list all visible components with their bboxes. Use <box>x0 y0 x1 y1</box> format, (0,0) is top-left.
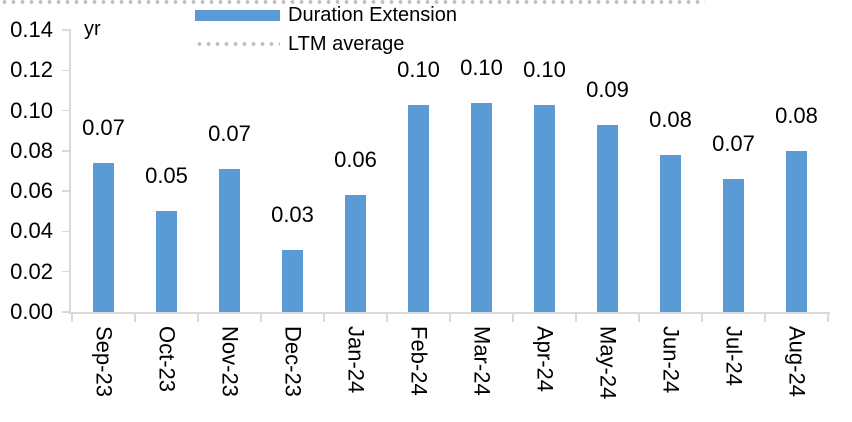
x-axis-line <box>68 312 830 314</box>
x-tick-mark <box>701 314 703 322</box>
y-tick-mark <box>62 311 69 313</box>
y-tick-mark <box>62 109 69 112</box>
legend-item-duration-extension: Duration Extension <box>195 2 457 28</box>
y-axis-unit-label: yr <box>84 18 101 40</box>
plot-area: 0.00 0.02 0.04 0.06 0.08 0.10 0.12 0.14 Sep-23 Oc… <box>0 0 852 399</box>
y-axis-line <box>68 29 71 313</box>
bar-jun-24 <box>660 154 681 312</box>
y-tick-label: 0.12 <box>10 57 53 83</box>
y-tick-mark <box>62 150 69 152</box>
bar-value-label-apr-24: 0.10 <box>512 56 577 83</box>
y-tick-mark <box>62 69 69 72</box>
dotted-line-swatch-icon <box>195 42 280 46</box>
x-tick-label-jan-24: Jan-24 <box>343 326 369 394</box>
bar-value-label-oct-23: 0.05 <box>134 163 199 190</box>
bar-nov-23 <box>219 168 240 312</box>
legend-label-ltm-average: LTM average <box>288 32 405 55</box>
x-tick-mark <box>386 314 388 322</box>
bar-aug-24 <box>786 150 807 312</box>
bar-value-label-jul-24: 0.07 <box>701 131 766 158</box>
x-tick-label-aug-24: Aug-24 <box>784 326 810 397</box>
x-tick-mark <box>638 314 640 322</box>
y-tick-mark <box>62 29 69 31</box>
bar-oct-23 <box>156 211 177 312</box>
x-tick-mark <box>323 314 325 322</box>
bar-may-24 <box>597 124 618 312</box>
x-tick-mark <box>512 314 514 322</box>
x-tick-label-apr-24: Apr-24 <box>532 326 558 393</box>
x-tick-label-jul-24: Jul-24 <box>721 326 747 386</box>
x-tick-mark <box>260 314 262 322</box>
bar-value-label-aug-24: 0.08 <box>764 102 829 129</box>
y-tick-label: 0.08 <box>10 137 53 163</box>
legend-item-ltm-average: LTM average <box>195 31 457 57</box>
bar-swatch-icon <box>195 9 280 21</box>
x-tick-label-may-24: May-24 <box>595 326 621 400</box>
bar-value-label-mar-24: 0.10 <box>449 54 514 81</box>
y-tick-label: 0.00 <box>10 299 53 324</box>
bar-feb-24 <box>408 104 429 312</box>
x-tick-mark <box>764 314 766 322</box>
y-tick-label: 0.14 <box>10 17 53 42</box>
ltm-average-line <box>0 0 705 4</box>
x-tick-label-sep-23: Sep-23 <box>91 326 117 397</box>
bar-value-label-may-24: 0.09 <box>575 76 640 103</box>
bar-value-label-feb-24: 0.10 <box>386 56 451 83</box>
x-tick-label-nov-23: Nov-23 <box>217 326 243 397</box>
y-tick-label: 0.02 <box>10 258 53 284</box>
y-tick-label: 0.06 <box>10 178 53 204</box>
x-tick-label-dec-23: Dec-23 <box>280 326 306 397</box>
y-tick-mark <box>62 270 69 273</box>
bar-mar-24 <box>471 102 492 312</box>
x-tick-mark <box>71 314 73 322</box>
bar-value-label-sep-23: 0.07 <box>71 114 136 141</box>
x-tick-label-feb-24: Feb-24 <box>406 326 432 396</box>
bar-jul-24 <box>723 179 744 312</box>
bar-jan-24 <box>345 195 366 312</box>
bar-value-label-jan-24: 0.06 <box>323 147 388 174</box>
bar-sep-23 <box>93 162 114 312</box>
x-tick-label-oct-23: Oct-23 <box>154 326 180 393</box>
legend: Duration Extension LTM average <box>195 2 457 57</box>
y-tick-mark <box>62 230 69 233</box>
x-tick-mark <box>827 314 829 322</box>
x-tick-mark <box>134 314 136 322</box>
x-tick-mark <box>197 314 199 322</box>
bar-value-label-dec-23: 0.03 <box>260 201 325 228</box>
y-tick-mark <box>62 190 69 192</box>
x-tick-label-mar-24: Mar-24 <box>469 326 495 396</box>
y-tick-label: 0.04 <box>10 218 53 244</box>
legend-label-duration-extension: Duration Extension <box>288 3 457 26</box>
bar-apr-24 <box>534 104 555 312</box>
y-tick-label: 0.10 <box>10 97 53 123</box>
x-tick-mark <box>575 314 577 322</box>
bar-dec-23 <box>282 249 303 312</box>
x-tick-label-jun-24: Jun-24 <box>658 326 684 394</box>
x-tick-mark <box>449 314 451 322</box>
bar-value-label-nov-23: 0.07 <box>197 120 262 147</box>
bar-value-label-jun-24: 0.08 <box>638 106 703 133</box>
